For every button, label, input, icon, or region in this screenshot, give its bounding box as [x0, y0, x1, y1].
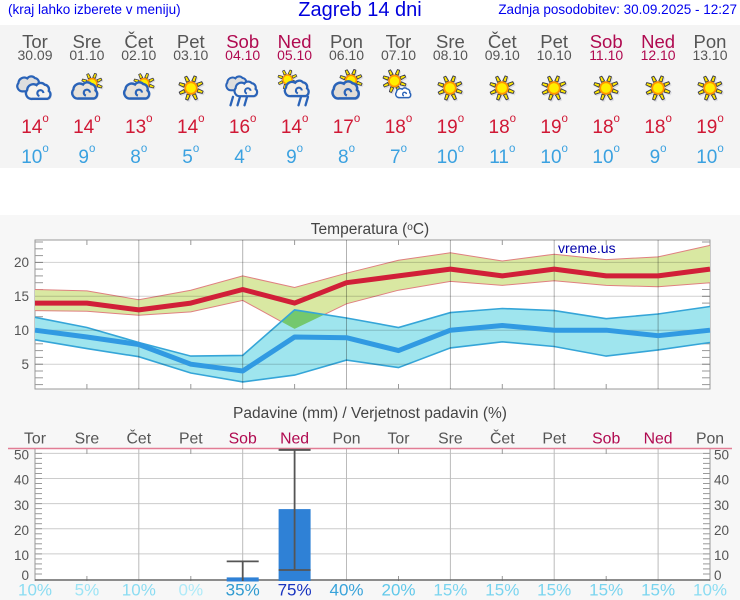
- svg-text:Sob: Sob: [592, 431, 620, 448]
- svg-text:Pon: Pon: [332, 431, 360, 448]
- svg-text:20%: 20%: [381, 581, 415, 600]
- svg-text:Čet: Čet: [127, 429, 152, 448]
- svg-text:Ned: Ned: [644, 431, 673, 448]
- svg-text:15: 15: [14, 289, 29, 304]
- svg-text:15%: 15%: [589, 581, 623, 600]
- svg-text:Čet: Čet: [490, 429, 515, 448]
- svg-text:30: 30: [14, 498, 29, 513]
- svg-text:20: 20: [14, 523, 29, 538]
- svg-text:20: 20: [714, 523, 729, 538]
- svg-text:15%: 15%: [537, 581, 571, 600]
- svg-text:0: 0: [714, 568, 722, 583]
- svg-text:40%: 40%: [329, 581, 363, 600]
- svg-text:0: 0: [21, 568, 29, 583]
- svg-text:75%: 75%: [278, 581, 312, 600]
- svg-text:10: 10: [14, 548, 29, 563]
- svg-text:40: 40: [14, 473, 29, 488]
- svg-text:Sre: Sre: [438, 431, 463, 448]
- svg-text:50: 50: [14, 448, 29, 463]
- svg-text:20: 20: [14, 255, 29, 270]
- svg-text:vreme.us: vreme.us: [558, 240, 616, 256]
- svg-text:30: 30: [714, 498, 729, 513]
- svg-text:10: 10: [714, 548, 729, 563]
- svg-text:10%: 10%: [18, 581, 52, 600]
- svg-text:40: 40: [714, 473, 729, 488]
- svg-text:Ned: Ned: [280, 431, 309, 448]
- svg-text:35%: 35%: [226, 581, 260, 600]
- svg-text:Pet: Pet: [179, 431, 203, 448]
- svg-text:10%: 10%: [693, 581, 727, 600]
- svg-text:Tor: Tor: [388, 431, 410, 448]
- svg-text:Temperatura (oC): Temperatura (oC): [311, 221, 429, 238]
- svg-text:Sob: Sob: [229, 431, 257, 448]
- svg-text:50: 50: [714, 448, 729, 463]
- svg-text:15%: 15%: [641, 581, 675, 600]
- svg-text:10: 10: [14, 323, 29, 338]
- svg-text:5: 5: [21, 357, 29, 372]
- svg-text:Padavine (mm) / Verjetnost pad: Padavine (mm) / Verjetnost padavin (%): [233, 405, 507, 422]
- svg-text:Pet: Pet: [542, 431, 566, 448]
- svg-text:Pon: Pon: [696, 431, 724, 448]
- svg-text:10%: 10%: [122, 581, 156, 600]
- svg-text:Tor: Tor: [24, 431, 46, 448]
- svg-text:15%: 15%: [485, 581, 519, 600]
- svg-text:5%: 5%: [75, 581, 100, 600]
- svg-text:0%: 0%: [179, 581, 204, 600]
- svg-text:Sre: Sre: [75, 431, 100, 448]
- svg-text:15%: 15%: [433, 581, 467, 600]
